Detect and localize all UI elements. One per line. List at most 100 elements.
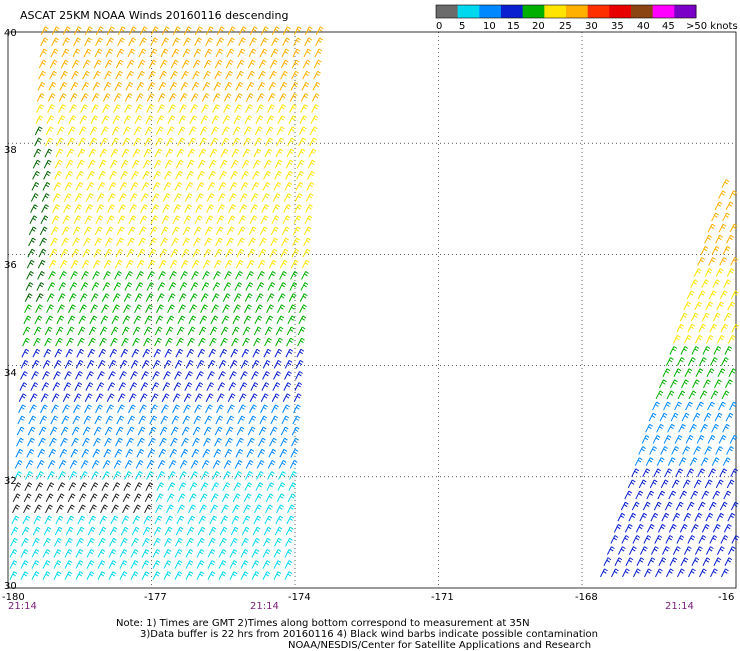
wind-barb bbox=[287, 126, 296, 136]
wind-barb bbox=[164, 159, 173, 169]
wind-barb bbox=[707, 401, 715, 411]
wind-barb bbox=[262, 359, 271, 369]
wind-barb bbox=[26, 259, 35, 269]
wind-barb bbox=[229, 549, 238, 558]
wind-barb bbox=[195, 204, 203, 213]
wind-barb bbox=[194, 37, 202, 47]
wind-barb bbox=[86, 371, 94, 380]
wind-barb bbox=[50, 237, 58, 247]
wind-barb bbox=[279, 81, 288, 91]
wind-barb bbox=[87, 537, 95, 547]
lon-label-180: -180 bbox=[2, 592, 25, 603]
wind-barb bbox=[199, 504, 207, 514]
wind-barb bbox=[195, 193, 204, 202]
wind-barb bbox=[270, 237, 278, 247]
wind-barb bbox=[712, 312, 721, 322]
wind-barb bbox=[115, 59, 124, 69]
wind-barb bbox=[136, 81, 145, 91]
wind-barb bbox=[71, 426, 80, 436]
wind-barb bbox=[146, 471, 154, 480]
wind-barb bbox=[118, 204, 126, 213]
wind-barb bbox=[267, 282, 276, 291]
wind-barb bbox=[148, 248, 157, 258]
wind-barb bbox=[102, 471, 110, 480]
wind-barb bbox=[281, 226, 290, 236]
colorbar-segment bbox=[609, 5, 632, 18]
wind-barb bbox=[66, 326, 75, 336]
wind-barb bbox=[276, 126, 285, 136]
wind-barb bbox=[199, 137, 207, 147]
wind-barb bbox=[22, 326, 31, 336]
wind-barb bbox=[69, 104, 77, 113]
wind-barb bbox=[43, 170, 51, 180]
colorbar-segment bbox=[587, 5, 610, 18]
wind-barb bbox=[196, 571, 205, 580]
wind-barb bbox=[679, 312, 688, 322]
wind-barb bbox=[279, 259, 288, 269]
wind-barb bbox=[49, 426, 58, 436]
wind-barb bbox=[20, 359, 29, 369]
wind-barb bbox=[75, 549, 84, 558]
wind-barb bbox=[697, 468, 705, 478]
wind-barb bbox=[162, 382, 171, 391]
wind-barb bbox=[297, 326, 306, 336]
wind-barb bbox=[646, 490, 655, 500]
wind-barb bbox=[263, 159, 272, 169]
wind-barb bbox=[153, 159, 162, 169]
wind-barb bbox=[212, 471, 220, 480]
wind-barb bbox=[207, 182, 216, 191]
wind-barb bbox=[72, 415, 81, 425]
wind-barb bbox=[202, 448, 211, 458]
wind-barb bbox=[59, 259, 68, 269]
wind-barb bbox=[9, 549, 18, 558]
wind-barb bbox=[42, 371, 50, 380]
wind-barb bbox=[182, 226, 191, 236]
wind-barb bbox=[82, 426, 91, 436]
wind-barb bbox=[266, 482, 275, 491]
wind-barb bbox=[23, 315, 32, 325]
wind-barb bbox=[693, 479, 702, 489]
wind-barb bbox=[221, 137, 229, 147]
wind-barb bbox=[114, 81, 123, 91]
wind-barb bbox=[142, 159, 151, 169]
wind-barb bbox=[726, 234, 734, 244]
wind-barb bbox=[272, 382, 281, 391]
wind-barb bbox=[272, 193, 281, 202]
wind-barb bbox=[26, 448, 35, 458]
wind-barb bbox=[42, 560, 51, 569]
wind-barb bbox=[216, 37, 224, 47]
wind-barb bbox=[157, 460, 166, 469]
wind-barb bbox=[729, 223, 738, 233]
wind-barb bbox=[169, 259, 178, 269]
wind-barb bbox=[182, 415, 191, 425]
wind-barb bbox=[143, 515, 152, 525]
wind-barb bbox=[88, 148, 97, 158]
wind-barb bbox=[724, 346, 733, 355]
wind-barb bbox=[25, 282, 34, 291]
wind-barb bbox=[46, 115, 55, 124]
wind-barb bbox=[187, 337, 195, 347]
wind-barb bbox=[288, 115, 297, 124]
wind-barb bbox=[225, 437, 233, 447]
wind-barb bbox=[97, 549, 106, 558]
wind-barb bbox=[218, 182, 227, 191]
wind-barb bbox=[282, 393, 291, 402]
wind-barb bbox=[223, 93, 232, 102]
wind-barb bbox=[37, 81, 46, 91]
wind-barb bbox=[97, 359, 106, 369]
wind-barb bbox=[235, 271, 243, 280]
wind-barb bbox=[73, 404, 81, 414]
wind-barb bbox=[141, 560, 150, 569]
wind-barb bbox=[273, 560, 282, 569]
wind-barb bbox=[217, 193, 226, 202]
wind-barb bbox=[232, 315, 241, 325]
wind-barb bbox=[721, 568, 729, 578]
wind-barb bbox=[708, 501, 717, 511]
wind-barb bbox=[196, 359, 205, 369]
wind-barb bbox=[621, 535, 630, 544]
wind-barb bbox=[253, 337, 261, 347]
wind-barb bbox=[128, 26, 137, 36]
wind-barb bbox=[689, 457, 698, 466]
wind-barb bbox=[96, 204, 104, 213]
wind-barb bbox=[220, 326, 229, 336]
